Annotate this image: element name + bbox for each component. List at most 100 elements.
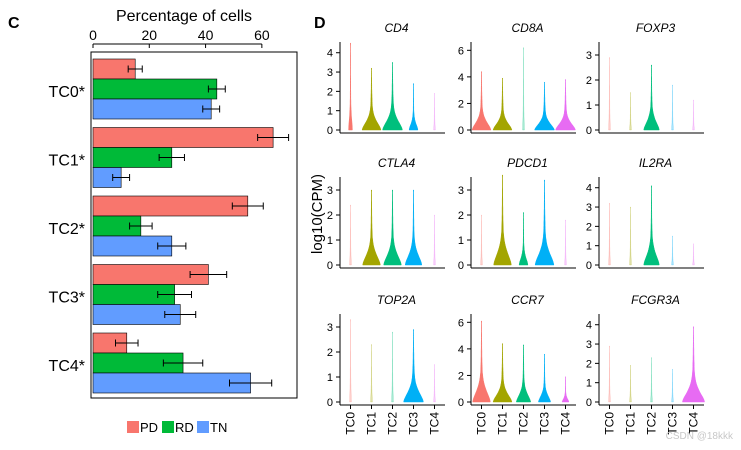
x-tick-label-tc0: TC0 (475, 412, 489, 435)
x-tick-label-1: 20 (141, 27, 157, 43)
gene-title-cd4: CD4 (384, 21, 408, 35)
panel-d-label: D (314, 15, 326, 32)
y-tick-label-1: 1 (327, 235, 333, 247)
y-tick-label-1: 1 (327, 372, 333, 384)
violin-fcgr3a-tc4 (682, 326, 705, 403)
violin-cd8a-tc3 (534, 81, 555, 131)
violin-fcgr3a-tc1 (629, 365, 632, 403)
violin-top2a-tc1 (370, 344, 373, 403)
panel-c-bar-chart: C Percentage of cells 0 20 40 60 TC0*TC1*TC… (8, 8, 298, 435)
y-tick-label-0: 0 (586, 397, 592, 409)
watermark: CSDN @18kkk (665, 431, 733, 442)
x-tick-label-tc4: TC4 (428, 412, 442, 435)
violin-top2a-tc0 (349, 319, 352, 403)
category-label-1: TC1* (49, 153, 85, 170)
y-tick-label-1: 1 (327, 106, 333, 118)
panel-c-error-bars (112, 65, 290, 387)
violin-ctla4-tc4 (433, 214, 436, 266)
y-tick-label-3: 3 (327, 185, 333, 197)
violin-foxp3-tc3 (671, 84, 674, 131)
bar-TC4-TN (92, 372, 251, 394)
violin-il2ra-tc3 (671, 235, 674, 266)
violin-ctla4-tc1 (362, 189, 381, 266)
panel-c-legend: PD RD TN (127, 420, 227, 435)
violin-cd8a-tc0 (471, 71, 492, 131)
category-label-3: TC3* (49, 290, 85, 307)
y-tick-label-4: 4 (327, 48, 333, 60)
y-tick-label-2: 2 (327, 347, 333, 359)
y-tick-label-3: 3 (586, 202, 592, 214)
gene-title-il2ra: IL2RA (639, 156, 672, 170)
violin-ccr7-tc3 (538, 353, 551, 403)
x-tick-label-2: 40 (198, 27, 214, 43)
category-label-2: TC2* (49, 221, 85, 238)
gene-title-ctla4: CTLA4 (378, 156, 416, 170)
y-tick-label-1: 2 (458, 98, 464, 110)
violin-top2a-tc2 (391, 331, 394, 403)
y-tick-label-0: 0 (458, 397, 464, 409)
x-tick-label-tc3: TC3 (407, 412, 421, 435)
violin-ctla4-tc3 (404, 189, 423, 266)
category-label-4: TC4* (49, 358, 85, 375)
y-tick-label-2: 2 (586, 75, 592, 87)
y-tick-label-2: 2 (586, 358, 592, 370)
y-tick-label-1: 2 (458, 370, 464, 382)
y-tick-label-2: 4 (458, 72, 464, 84)
violin-pdcd1-tc2 (518, 212, 529, 266)
y-tick-label-4: 4 (586, 320, 592, 332)
violin-ctla4-tc2 (383, 189, 402, 266)
y-tick-label-2: 2 (586, 221, 592, 233)
violin-foxp3-tc2 (643, 64, 660, 131)
violin-cd4-tc3 (408, 83, 419, 131)
violin-pdcd1-tc0 (480, 214, 483, 266)
legend-swatch-PD (127, 421, 139, 433)
gene-title-foxp3: FOXP3 (636, 21, 676, 35)
violin-il2ra-tc1 (629, 206, 632, 266)
x-tick-label-tc3: TC3 (538, 412, 552, 435)
x-tick-label-0: 0 (89, 27, 97, 43)
violin-panel-cd8a: CD8A 0 2 4 6 (458, 21, 576, 137)
y-tick-label-2: 2 (327, 86, 333, 98)
y-tick-label-0: 0 (586, 125, 592, 137)
legend-swatch-RD (162, 421, 174, 433)
violin-ccr7-tc0 (472, 320, 491, 403)
y-tick-label-0: 0 (458, 125, 464, 137)
violin-cd4-tc2 (382, 62, 403, 131)
violin-ccr7-tc4 (561, 376, 570, 403)
violin-cd4-tc0 (348, 42, 353, 131)
gene-title-top2a: TOP2A (377, 293, 416, 307)
y-tick-label-0: 0 (327, 125, 333, 137)
gene-title-ccr7: CCR7 (511, 293, 545, 307)
violin-cd8a-tc4 (555, 79, 576, 131)
x-tick-label-tc1: TC1 (365, 412, 379, 435)
panel-c-bars (92, 58, 274, 394)
violin-top2a-tc3 (403, 329, 424, 403)
x-tick-label-tc2: TC2 (386, 412, 400, 435)
y-tick-label-1: 1 (586, 241, 592, 253)
y-tick-label-3: 3 (586, 339, 592, 351)
panel-c-category-labels: TC0* TC1* TC2* TC3* TC4* (49, 84, 85, 375)
violin-pdcd1-tc4 (564, 219, 567, 266)
panel-d-violin-grid: D log10(CPM) CD401234CD8A0246FOXP30123CT… (309, 15, 705, 435)
violin-foxp3-tc1 (629, 92, 632, 131)
panel-c-x-axis: 0 20 40 60 (89, 27, 270, 48)
y-tick-label-1: 1 (458, 235, 464, 247)
category-label-0: TC0* (49, 84, 85, 101)
y-tick-label-0: 0 (327, 260, 333, 272)
violin-panel-ccr7: CCR7 0 2 4 6 TC0 TC1 TC2 TC3 TC4 (458, 293, 576, 435)
y-tick-label-3: 3 (458, 185, 464, 197)
legend-label-PD: PD (140, 420, 158, 435)
x-tick-label-tc0: TC0 (603, 412, 617, 435)
violin-panel-cd4: CD4 0 1 2 3 4 (327, 21, 445, 137)
violin-il2ra-tc4 (692, 243, 695, 266)
violin-panel-fcgr3a: FCGR3A 0 1 2 3 4 TC0 TC1 TC2 TC3 TC4 (586, 293, 705, 435)
y-tick-label-2: 4 (458, 344, 464, 356)
violin-fcgr3a-tc0 (608, 345, 611, 403)
y-tick-label-0: 0 (586, 260, 592, 272)
gene-title-fcgr3a: FCGR3A (631, 293, 680, 307)
violin-cd4-tc1 (361, 67, 382, 131)
y-tick-label-0: 0 (327, 397, 333, 409)
legend-label-TN: TN (210, 420, 227, 435)
panel-c-label: C (8, 15, 20, 32)
